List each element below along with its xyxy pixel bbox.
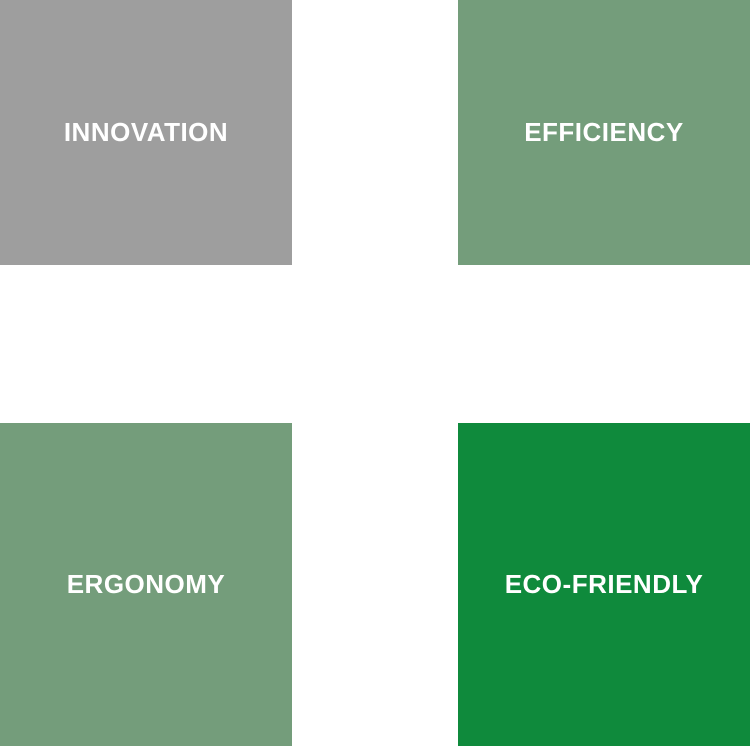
- tile-label-efficiency: EFFICIENCY: [524, 117, 684, 148]
- tile-ergonomy: ERGONOMY: [0, 423, 292, 746]
- tile-label-ergonomy: ERGONOMY: [67, 569, 226, 600]
- tile-eco-friendly: ECO-FRIENDLY: [458, 423, 750, 746]
- tile-efficiency: EFFICIENCY: [458, 0, 750, 265]
- tile-innovation: INNOVATION: [0, 0, 292, 265]
- tile-label-eco-friendly: ECO-FRIENDLY: [505, 569, 704, 600]
- tile-grid: INNOVATION EFFICIENCY ERGONOMY ECO-FRIEN…: [0, 0, 750, 746]
- tile-label-innovation: INNOVATION: [64, 117, 228, 148]
